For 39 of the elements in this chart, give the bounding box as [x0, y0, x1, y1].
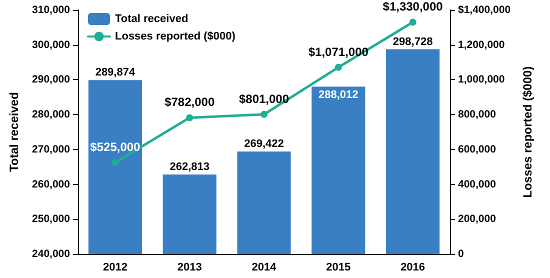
data-label: $782,000 [164, 95, 215, 110]
point [112, 159, 119, 166]
x-tick-label: 2015 [326, 262, 351, 274]
data-label: 298,728 [392, 36, 433, 48]
y-tick-label: 280,000 [32, 108, 70, 121]
y-tick-label: 310,000 [32, 4, 70, 16]
y2-tick-label: 800,000 [458, 108, 496, 121]
point [409, 18, 416, 26]
y-tick-label: 260,000 [32, 178, 70, 190]
y2-tick-label: 200,000 [458, 213, 496, 226]
y2-tick-label: $1,400,000 [458, 4, 511, 16]
point [260, 110, 268, 118]
data-label: $1,330,000 [382, 0, 444, 14]
legend-label: Total received [115, 13, 188, 25]
y-tick-label: 300,000 [32, 38, 70, 51]
x-tick-label: 2013 [177, 262, 202, 274]
data-label: $525,000 [90, 140, 141, 154]
y2-tick-label: 1,000,000 [458, 74, 505, 86]
data-label: 289,874 [95, 66, 136, 79]
y2-axis-title: Losses reported ($000) [520, 66, 534, 198]
y-tick-label: 270,000 [32, 143, 70, 156]
x-tick-label: 2016 [400, 262, 426, 274]
x-tick-label: 2014 [252, 262, 278, 274]
y2-tick-label: 400,000 [458, 178, 496, 190]
data-label: $801,000 [238, 92, 290, 106]
x-tick-label: 2012 [102, 262, 128, 274]
data-label: 269,422 [244, 138, 284, 150]
legend-label: Losses reported ($000) [115, 30, 236, 42]
y-tick-label: 250,000 [32, 213, 70, 226]
data-label: 262,813 [170, 160, 210, 173]
point [186, 114, 194, 122]
y2-tick-label: 600,000 [458, 143, 496, 156]
y-axis-title: Total received [7, 92, 21, 172]
y-tick-label: 290,000 [32, 74, 70, 86]
y2-tick-label: 1,200,000 [458, 38, 505, 51]
point [334, 64, 342, 71]
y-tick-label: 240,000 [32, 248, 70, 260]
data-label: 288,012 [318, 89, 358, 102]
y2-tick-label: 0 [458, 248, 464, 260]
